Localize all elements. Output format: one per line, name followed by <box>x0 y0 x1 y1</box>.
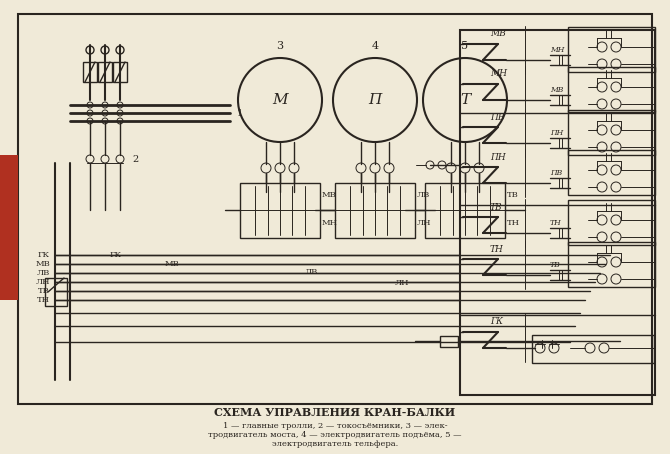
Text: 2: 2 <box>132 154 138 163</box>
Text: ПВ: ПВ <box>490 113 505 122</box>
Text: ЛН: ЛН <box>36 278 50 286</box>
Text: МН: МН <box>490 69 507 79</box>
Bar <box>568 27 655 72</box>
Bar <box>568 242 655 287</box>
Text: ЛВ: ЛВ <box>417 191 430 199</box>
Text: ПН: ПН <box>490 153 506 162</box>
Text: ТН: ТН <box>37 296 50 304</box>
Text: ГК: ГК <box>110 251 122 259</box>
Bar <box>0 155 18 300</box>
Text: 5: 5 <box>462 41 468 51</box>
Bar <box>83 62 97 82</box>
Text: МВ: МВ <box>165 260 180 268</box>
Text: ТВ: ТВ <box>550 261 561 269</box>
Bar <box>240 183 320 238</box>
Bar <box>568 67 655 112</box>
Text: ЛВ: ЛВ <box>305 268 318 276</box>
Bar <box>460 30 655 395</box>
Text: П: П <box>369 93 382 107</box>
Text: М: М <box>272 93 288 107</box>
Text: 1: 1 <box>237 109 243 118</box>
Text: МВ: МВ <box>36 260 50 268</box>
Bar <box>18 14 652 404</box>
Text: Т: Т <box>460 93 470 107</box>
Text: электродвигатель тельфера.: электродвигатель тельфера. <box>272 440 398 448</box>
Bar <box>98 62 112 82</box>
Bar <box>532 335 654 363</box>
Text: ЛН: ЛН <box>417 219 431 227</box>
Text: ТН: ТН <box>490 245 504 253</box>
Text: ТН: ТН <box>550 219 561 227</box>
Text: МВ: МВ <box>550 86 563 94</box>
Text: 3: 3 <box>277 41 283 51</box>
Bar <box>45 278 67 306</box>
Text: ГК: ГК <box>490 317 503 326</box>
Bar <box>440 336 458 347</box>
Text: 1 — главные тролли, 2 — токосъёмники, 3 — элек-: 1 — главные тролли, 2 — токосъёмники, 3 … <box>222 422 448 430</box>
Text: МН: МН <box>550 46 564 54</box>
Text: 4: 4 <box>371 41 379 51</box>
Text: СХЕМА УПРАВЛЕНИЯ КРАН-БАЛКИ: СХЕМА УПРАВЛЕНИЯ КРАН-БАЛКИ <box>214 408 456 419</box>
Text: ЛН: ЛН <box>395 279 409 287</box>
Bar <box>568 200 655 245</box>
Bar <box>425 183 505 238</box>
Text: ТН: ТН <box>507 219 520 227</box>
Text: ПВ: ПВ <box>550 169 562 177</box>
Text: ТВ: ТВ <box>490 202 502 212</box>
Text: ГК: ГК <box>38 251 50 259</box>
Bar <box>335 183 415 238</box>
Text: тродвигатель моста, 4 — электродвигатель подъёма, 5 —: тродвигатель моста, 4 — электродвигатель… <box>208 431 462 439</box>
Bar <box>568 110 655 155</box>
Bar <box>568 150 655 195</box>
Text: ЛВ: ЛВ <box>37 269 50 277</box>
Text: МН: МН <box>322 219 338 227</box>
Text: ТВ: ТВ <box>38 287 50 295</box>
Text: МВ: МВ <box>490 30 506 39</box>
Text: ТВ: ТВ <box>507 191 519 199</box>
Text: ПН: ПН <box>550 129 563 137</box>
Text: МВ: МВ <box>322 191 337 199</box>
Bar <box>113 62 127 82</box>
